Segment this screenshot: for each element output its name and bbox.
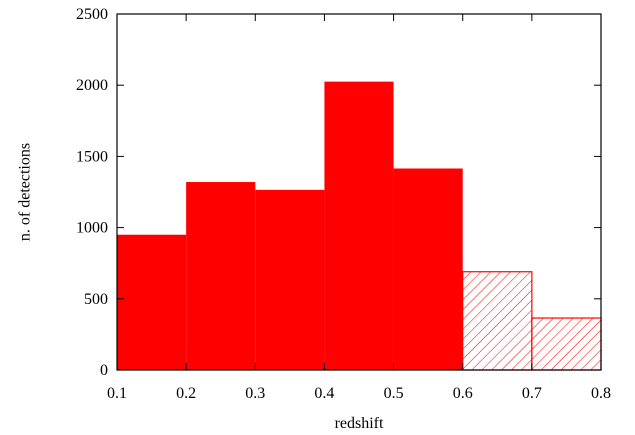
histogram-bar-3 bbox=[324, 81, 394, 370]
histogram-bar-2 bbox=[255, 189, 325, 370]
y-axis-title: n. of detections bbox=[17, 143, 34, 241]
x-tick-label: 0.7 bbox=[522, 385, 542, 402]
histogram-bar-6 bbox=[531, 317, 602, 371]
x-tick-label: 0.1 bbox=[107, 385, 127, 402]
x-tick-label: 0.2 bbox=[176, 385, 196, 402]
histogram-bar-1 bbox=[186, 182, 256, 370]
y-axis: 0 500 1000 1500 2000 2500 bbox=[76, 6, 601, 379]
x-tick-label: 0.6 bbox=[453, 385, 473, 402]
y-tick-label: 500 bbox=[84, 291, 108, 308]
x-tick-label: 0.5 bbox=[384, 385, 404, 402]
histogram-bar-0 bbox=[117, 234, 187, 370]
x-axis: 0.1 0.2 0.3 0.4 0.5 0.6 0.7 0.8 bbox=[107, 14, 611, 402]
histogram-bar-4 bbox=[393, 168, 463, 370]
x-tick-label: 0.8 bbox=[591, 385, 611, 402]
y-tick-label: 2000 bbox=[76, 77, 108, 94]
histogram-bar-5 bbox=[462, 271, 533, 371]
y-tick-label: 0 bbox=[100, 362, 108, 379]
plot-frame bbox=[116, 13, 602, 371]
x-axis-title: redshift bbox=[335, 415, 384, 432]
bars-group bbox=[117, 81, 602, 371]
y-tick-label: 1500 bbox=[76, 148, 108, 165]
y-tick-label: 1000 bbox=[76, 220, 108, 237]
y-tick-label: 2500 bbox=[76, 6, 108, 23]
x-tick-label: 0.3 bbox=[245, 385, 265, 402]
x-tick-label: 0.4 bbox=[314, 385, 334, 402]
